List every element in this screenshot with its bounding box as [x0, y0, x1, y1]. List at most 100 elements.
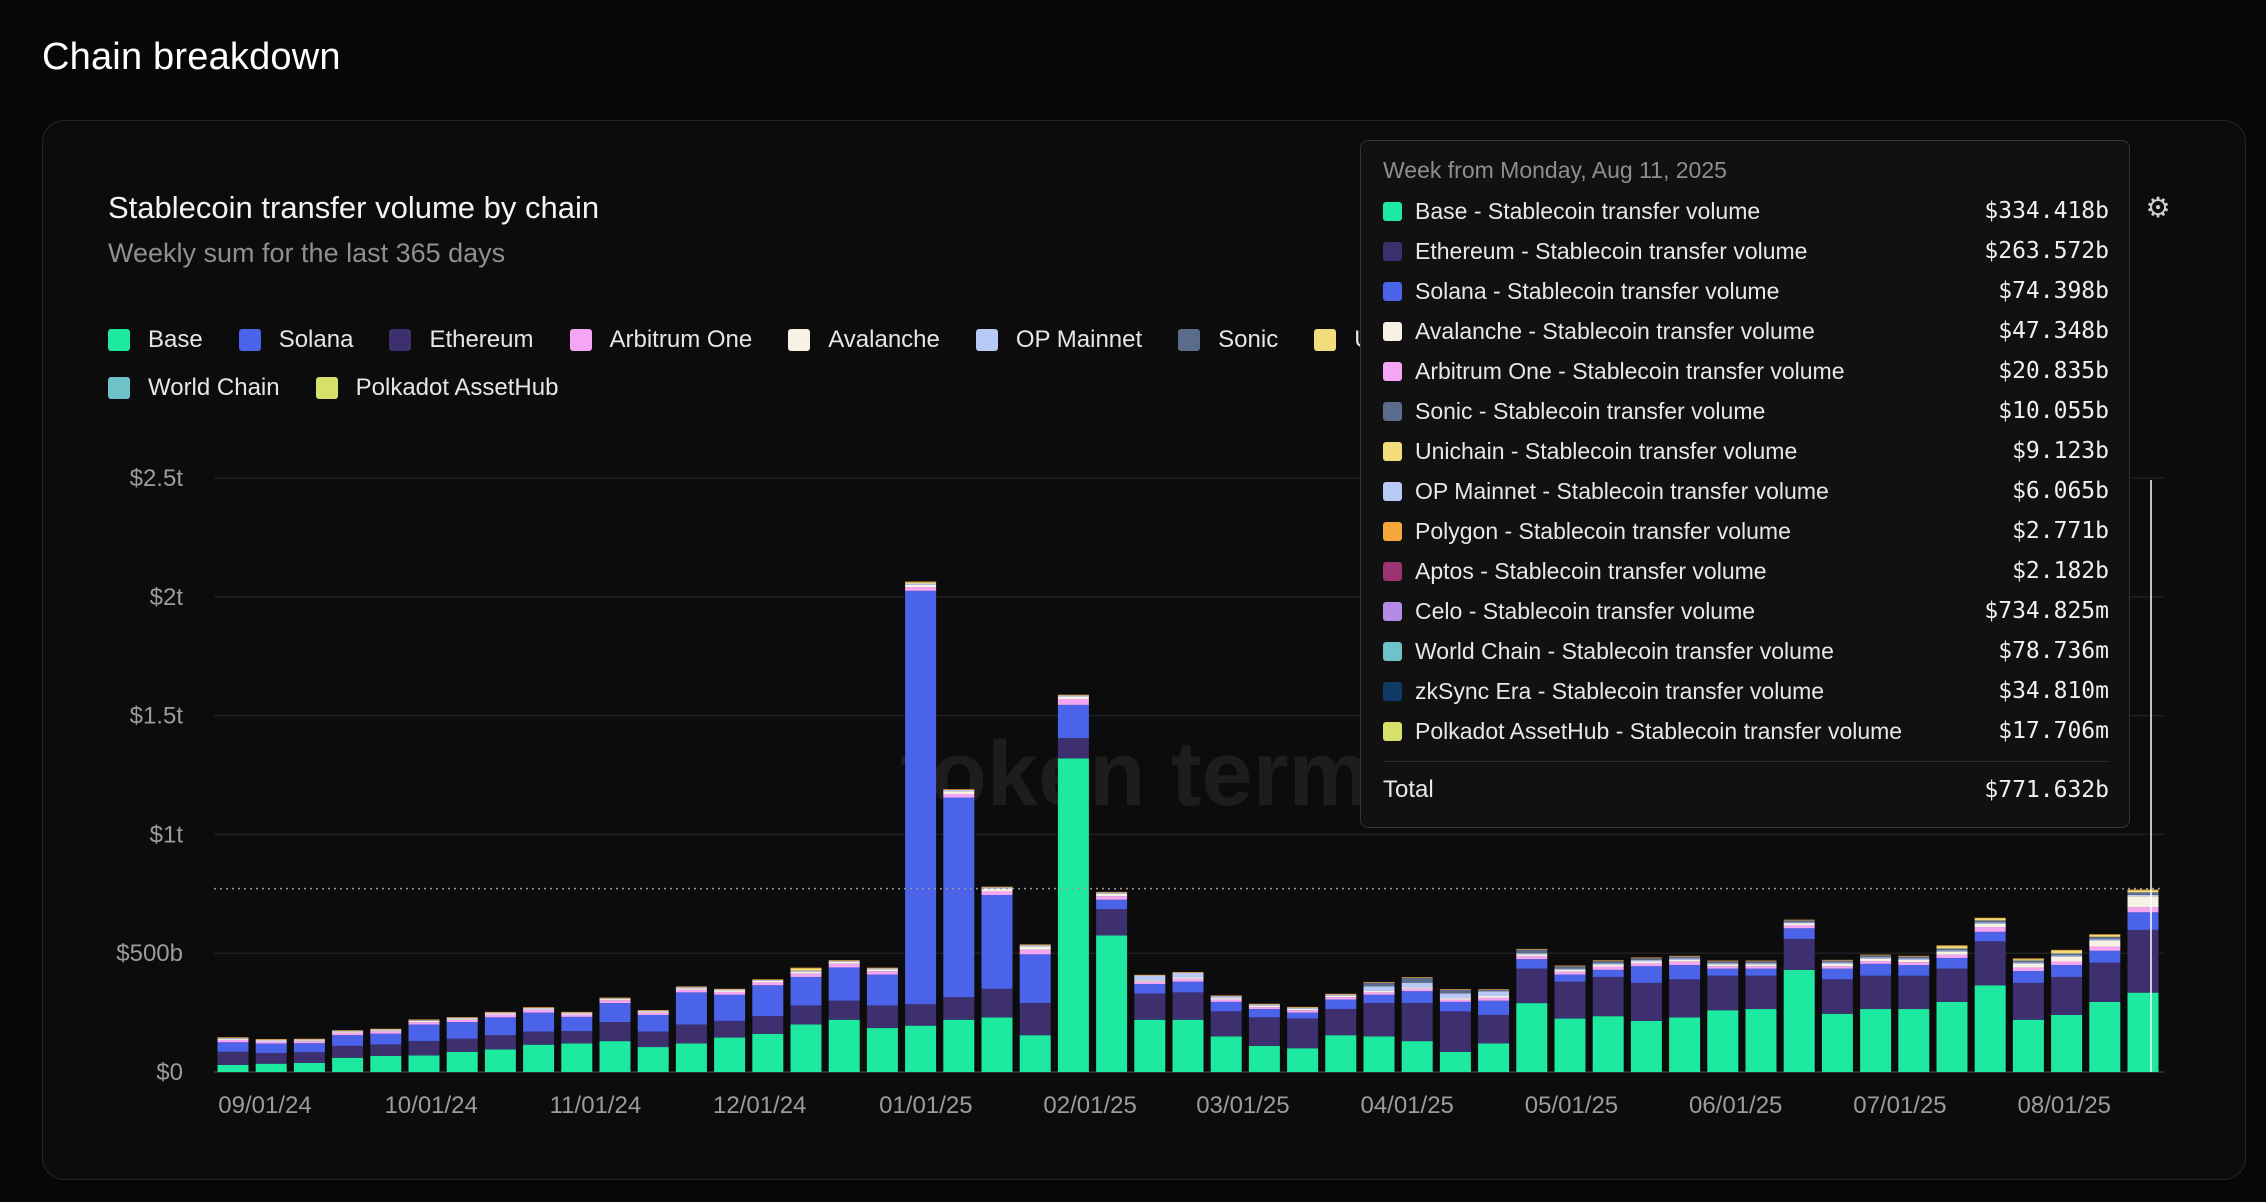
- bar-stack[interactable]: [484, 1011, 516, 1072]
- gear-icon[interactable]: ⚙: [2145, 192, 2171, 223]
- bar-stack[interactable]: [1439, 989, 1471, 1072]
- legend-swatch: [569, 329, 592, 351]
- bar-stack[interactable]: [1898, 955, 1930, 1072]
- bar-segment-avalanche: [1936, 951, 1968, 955]
- bar-stack[interactable]: [1019, 944, 1051, 1072]
- bar-segment-op-mainnet: [1096, 892, 1128, 894]
- legend-item-arbitrum-one[interactable]: Arbitrum One: [569, 326, 752, 354]
- bar-segment-ethereum: [1210, 1011, 1242, 1037]
- bar-stack[interactable]: [675, 986, 707, 1072]
- bar-segment-arbitrum-one: [1860, 961, 1892, 964]
- bar-stack[interactable]: [2012, 958, 2044, 1072]
- bar-stack[interactable]: [943, 789, 975, 1072]
- bar-segment-base: [1669, 1017, 1701, 1072]
- x-tick-label: 07/01/25: [1853, 1092, 1946, 1119]
- bar-stack[interactable]: [1592, 960, 1624, 1072]
- bar-stack[interactable]: [637, 1009, 669, 1072]
- bar-segment-polygon: [1898, 955, 1930, 957]
- bar-stack[interactable]: [1210, 995, 1242, 1072]
- bar-segment-ethereum: [1592, 976, 1624, 1017]
- bar-stack[interactable]: [1554, 965, 1586, 1072]
- bar-stack[interactable]: [2089, 934, 2121, 1072]
- bar-stack[interactable]: [828, 960, 860, 1072]
- bar-stack[interactable]: [599, 997, 631, 1072]
- bar-segment-op-mainnet: [637, 1010, 669, 1012]
- bar-stack[interactable]: [1860, 954, 1892, 1072]
- bar-stack[interactable]: [1669, 955, 1701, 1072]
- bar-segment-ethereum: [1936, 968, 1968, 1002]
- bar-segment-polygon: [828, 960, 860, 961]
- tooltip-series-value: $334.418b: [1984, 198, 2109, 224]
- bar-stack[interactable]: [1401, 977, 1433, 1072]
- bar-stack[interactable]: [523, 1007, 555, 1072]
- tooltip-swatch: [1383, 241, 1402, 261]
- bar-stack[interactable]: [1287, 1006, 1319, 1072]
- bar-stack[interactable]: [752, 979, 784, 1072]
- bar-stack[interactable]: [1134, 974, 1166, 1072]
- bar-stack[interactable]: [1096, 891, 1128, 1072]
- bar-stack[interactable]: [293, 1038, 325, 1072]
- bar-stack[interactable]: [1745, 960, 1777, 1072]
- bar-stack[interactable]: [561, 1011, 593, 1072]
- bar-stack[interactable]: [1707, 960, 1739, 1072]
- bar-stack[interactable]: [1363, 981, 1395, 1072]
- bar-stack[interactable]: [1630, 957, 1662, 1072]
- x-tick-label: 08/01/25: [2018, 1092, 2111, 1119]
- bar-stack[interactable]: [1478, 989, 1510, 1072]
- bar-stack[interactable]: [255, 1038, 287, 1072]
- legend-item-world-chain[interactable]: World Chain: [108, 374, 280, 402]
- legend-item-solana[interactable]: Solana: [238, 326, 354, 354]
- bar-segment-polygon: [293, 1038, 325, 1040]
- bar-segment-avalanche: [1821, 963, 1853, 967]
- legend-item-polkadot-assethub[interactable]: Polkadot AssetHub: [315, 374, 558, 402]
- bar-stack[interactable]: [1248, 1003, 1280, 1072]
- bar-stack[interactable]: [866, 967, 898, 1072]
- legend-item-ethereum[interactable]: Ethereum: [389, 326, 534, 354]
- bar-stack[interactable]: [370, 1028, 402, 1072]
- y-tick-label: $500b: [116, 940, 183, 967]
- legend-item-sonic[interactable]: Sonic: [1178, 326, 1278, 354]
- bar-segment-avalanche: [637, 1011, 669, 1013]
- bar-segment-avalanche: [561, 1013, 593, 1015]
- bar-segment-unichain: [1974, 918, 2006, 921]
- bar-stack[interactable]: [790, 967, 822, 1072]
- bar-stack[interactable]: [1974, 917, 2006, 1072]
- bar-segment-arbitrum-one: [905, 587, 937, 591]
- bar-stack[interactable]: [1172, 971, 1204, 1072]
- legend-item-base[interactable]: Base: [108, 326, 203, 354]
- bar-stack[interactable]: [446, 1017, 478, 1072]
- bar-stack[interactable]: [714, 988, 746, 1072]
- bar-segment-avalanche: [1592, 964, 1624, 967]
- bar-stack[interactable]: [332, 1030, 364, 1072]
- bar-segment-polygon: [1439, 989, 1471, 990]
- bar-stack[interactable]: [2127, 889, 2159, 1072]
- bar-segment-avalanche: [1974, 923, 2006, 928]
- bar-stack[interactable]: [1936, 945, 1968, 1072]
- legend-item-op-mainnet[interactable]: OP Mainnet: [975, 326, 1142, 354]
- bar-stack[interactable]: [981, 886, 1013, 1072]
- bar-stack[interactable]: [217, 1037, 249, 1072]
- bar-segment-solana: [446, 1022, 478, 1039]
- bar-segment-op-mainnet: [293, 1039, 325, 1041]
- bar-segment-avalanche: [1478, 995, 1510, 998]
- legend-item-avalanche[interactable]: Avalanche: [788, 326, 940, 354]
- bar-stack[interactable]: [2051, 949, 2083, 1072]
- overlay-layer: [214, 480, 2164, 1072]
- bar-segment-base: [370, 1055, 402, 1072]
- bar-stack[interactable]: [1783, 919, 1815, 1072]
- legend-row-2: World Chain Polkadot AssetHub: [108, 374, 594, 402]
- legend-label: Solana: [278, 326, 354, 353]
- bar-segment-polygon: [1478, 989, 1510, 991]
- bar-segment-sonic: [1860, 955, 1892, 958]
- bar-segment-base: [1363, 1036, 1395, 1072]
- bar-stack[interactable]: [1821, 959, 1853, 1072]
- bar-stack[interactable]: [905, 581, 937, 1072]
- bar-stack[interactable]: [1325, 993, 1357, 1072]
- bar-stack[interactable]: [408, 1019, 440, 1072]
- bar-stack[interactable]: [1057, 694, 1089, 1072]
- bar-segment-arbitrum-one: [1974, 927, 2006, 932]
- tooltip-swatch: [1383, 441, 1402, 461]
- bar-segment-avalanche: [1401, 987, 1433, 989]
- bar-stack[interactable]: [1516, 948, 1548, 1072]
- bar-segment-unichain: [2012, 959, 2044, 961]
